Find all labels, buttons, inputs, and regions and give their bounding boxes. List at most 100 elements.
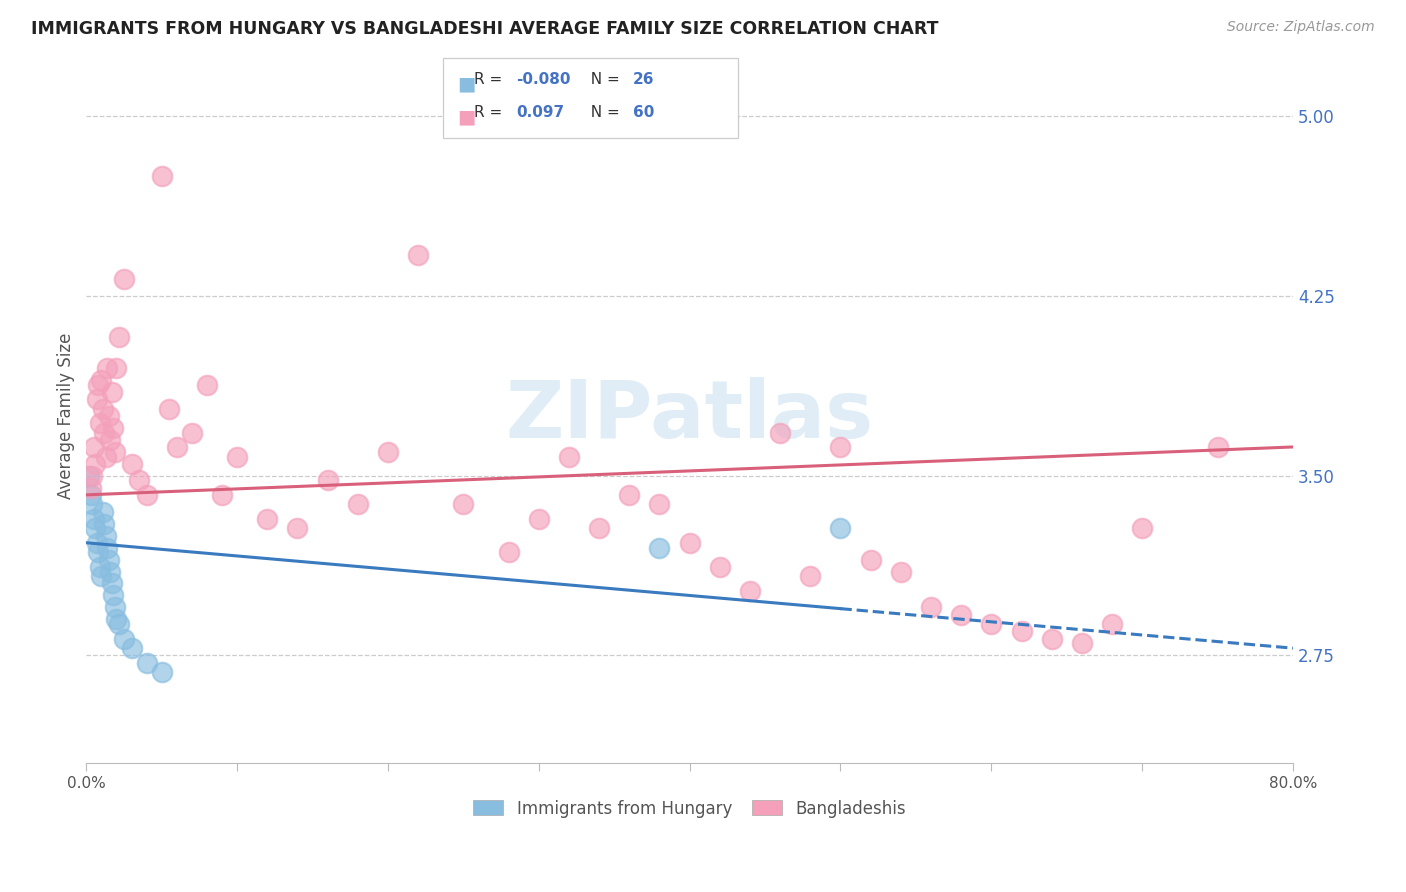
Point — [527, 512, 550, 526]
Point — [108, 617, 131, 632]
Point — [406, 248, 429, 262]
Y-axis label: Average Family Size: Average Family Size — [58, 333, 75, 499]
Point — [97, 552, 120, 566]
Point — [87, 377, 110, 392]
Text: 0.097: 0.097 — [516, 105, 564, 120]
Point — [100, 433, 122, 447]
Point — [108, 330, 131, 344]
Point — [90, 373, 112, 387]
Point — [859, 552, 882, 566]
Point — [195, 377, 218, 392]
Point — [101, 384, 124, 399]
Point — [135, 656, 157, 670]
Point — [980, 617, 1002, 632]
Point — [1206, 440, 1229, 454]
Point — [90, 569, 112, 583]
Text: ■: ■ — [457, 74, 475, 93]
Text: ■: ■ — [457, 107, 475, 126]
Point — [86, 392, 108, 406]
Point — [121, 641, 143, 656]
Text: R =: R = — [474, 105, 512, 120]
Point — [93, 516, 115, 531]
Point — [105, 612, 128, 626]
Point — [316, 474, 339, 488]
Point — [80, 481, 103, 495]
Point — [96, 541, 118, 555]
Point — [1130, 521, 1153, 535]
Point — [950, 607, 973, 622]
Text: -0.080: -0.080 — [516, 72, 571, 87]
Point — [79, 468, 101, 483]
Text: Source: ZipAtlas.com: Source: ZipAtlas.com — [1227, 20, 1375, 34]
Point — [128, 474, 150, 488]
Text: IMMIGRANTS FROM HUNGARY VS BANGLADESHI AVERAGE FAMILY SIZE CORRELATION CHART: IMMIGRANTS FROM HUNGARY VS BANGLADESHI A… — [31, 20, 938, 37]
Text: R =: R = — [474, 72, 508, 87]
Point — [103, 589, 125, 603]
Point — [80, 488, 103, 502]
Point — [1040, 632, 1063, 646]
Point — [86, 535, 108, 549]
Point — [89, 416, 111, 430]
Point — [1101, 617, 1123, 632]
Legend: Immigrants from Hungary, Bangladeshis: Immigrants from Hungary, Bangladeshis — [467, 793, 912, 824]
Point — [135, 488, 157, 502]
Point — [1070, 636, 1092, 650]
Point — [105, 360, 128, 375]
Point — [104, 600, 127, 615]
Point — [1011, 624, 1033, 639]
Point — [93, 425, 115, 440]
Point — [150, 169, 173, 184]
Point — [769, 425, 792, 440]
Point — [104, 444, 127, 458]
Text: 60: 60 — [633, 105, 654, 120]
Point — [226, 450, 249, 464]
Point — [84, 457, 107, 471]
Point — [94, 450, 117, 464]
Point — [83, 440, 105, 454]
Point — [94, 528, 117, 542]
Point — [679, 535, 702, 549]
Point — [91, 401, 114, 416]
Point — [890, 565, 912, 579]
Point — [82, 498, 104, 512]
Point — [558, 450, 581, 464]
Text: N =: N = — [581, 72, 624, 87]
Point — [96, 360, 118, 375]
Point — [103, 421, 125, 435]
Point — [82, 468, 104, 483]
Point — [91, 505, 114, 519]
Point — [112, 632, 135, 646]
Point — [287, 521, 309, 535]
Point — [100, 565, 122, 579]
Point — [619, 488, 641, 502]
Point — [453, 498, 475, 512]
Point — [346, 498, 368, 512]
Text: N =: N = — [581, 105, 624, 120]
Point — [112, 272, 135, 286]
Point — [166, 440, 188, 454]
Point — [84, 521, 107, 535]
Point — [588, 521, 610, 535]
Point — [87, 545, 110, 559]
Point — [97, 409, 120, 423]
Point — [799, 569, 821, 583]
Point — [83, 512, 105, 526]
Point — [121, 457, 143, 471]
Point — [738, 583, 761, 598]
Point — [256, 512, 278, 526]
Point — [830, 440, 852, 454]
Point — [648, 498, 671, 512]
Point — [830, 521, 852, 535]
Point — [180, 425, 202, 440]
Point — [89, 559, 111, 574]
Point — [920, 600, 942, 615]
Text: 26: 26 — [633, 72, 654, 87]
Text: ZIPatlas: ZIPatlas — [506, 376, 873, 455]
Point — [157, 401, 180, 416]
Point — [498, 545, 520, 559]
Point — [377, 444, 399, 458]
Point — [709, 559, 731, 574]
Point — [150, 665, 173, 679]
Point — [101, 576, 124, 591]
Point — [648, 541, 671, 555]
